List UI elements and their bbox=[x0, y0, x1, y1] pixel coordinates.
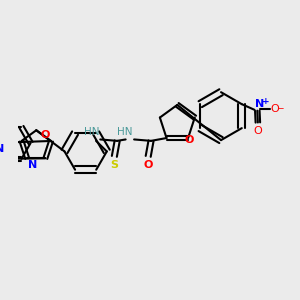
Text: +: + bbox=[262, 97, 269, 106]
Text: HN: HN bbox=[84, 127, 99, 136]
Text: S: S bbox=[110, 160, 118, 170]
Text: N: N bbox=[255, 99, 264, 109]
Text: O: O bbox=[254, 126, 262, 136]
Text: HN: HN bbox=[117, 127, 133, 137]
Text: N: N bbox=[0, 144, 4, 154]
Text: O: O bbox=[143, 160, 153, 170]
Text: −: − bbox=[276, 103, 284, 112]
Text: O: O bbox=[40, 130, 50, 140]
Text: O: O bbox=[185, 135, 194, 145]
Text: N: N bbox=[28, 160, 37, 170]
Text: O: O bbox=[271, 104, 279, 114]
